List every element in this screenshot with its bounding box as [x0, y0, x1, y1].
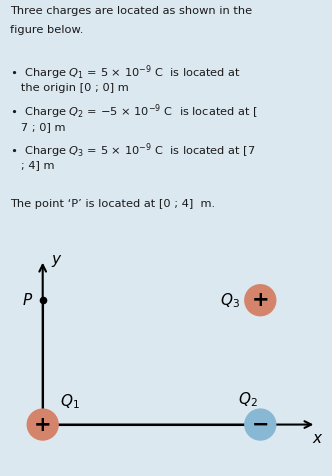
Text: The point ‘P’ is located at [0 ; 4]  m.: The point ‘P’ is located at [0 ; 4] m.: [10, 199, 215, 209]
Circle shape: [27, 408, 59, 441]
Text: Three charges are located as shown in the: Three charges are located as shown in th…: [10, 6, 252, 16]
Text: $\bullet$  Charge $Q_2$ = $-$5 $\times$ 10$^{-9}$ C  is located at [: $\bullet$ Charge $Q_2$ = $-$5 $\times$ 1…: [10, 102, 258, 121]
Text: $\bullet$  Charge $Q_1$ = 5 $\times$ 10$^{-9}$ C  is located at: $\bullet$ Charge $Q_1$ = 5 $\times$ 10$^…: [10, 64, 241, 82]
Text: $y$: $y$: [51, 253, 63, 269]
Text: ; 4] m: ; 4] m: [10, 160, 54, 170]
Circle shape: [244, 408, 277, 441]
Circle shape: [244, 284, 277, 317]
Text: 7 ; 0] m: 7 ; 0] m: [10, 122, 65, 132]
Text: $Q_1$: $Q_1$: [60, 392, 80, 411]
Text: +: +: [34, 415, 51, 435]
Text: $x$: $x$: [312, 431, 324, 446]
Text: $P$: $P$: [22, 292, 34, 308]
Text: −: −: [252, 415, 269, 435]
Text: $Q_3$: $Q_3$: [220, 291, 240, 309]
Text: +: +: [251, 290, 269, 310]
Text: figure below.: figure below.: [10, 25, 83, 35]
Text: $\bullet$  Charge $Q_3$ = 5 $\times$ 10$^{-9}$ C  is located at [7: $\bullet$ Charge $Q_3$ = 5 $\times$ 10$^…: [10, 141, 256, 160]
Text: $Q_2$: $Q_2$: [237, 390, 257, 409]
Text: the origin [0 ; 0] m: the origin [0 ; 0] m: [10, 83, 129, 93]
